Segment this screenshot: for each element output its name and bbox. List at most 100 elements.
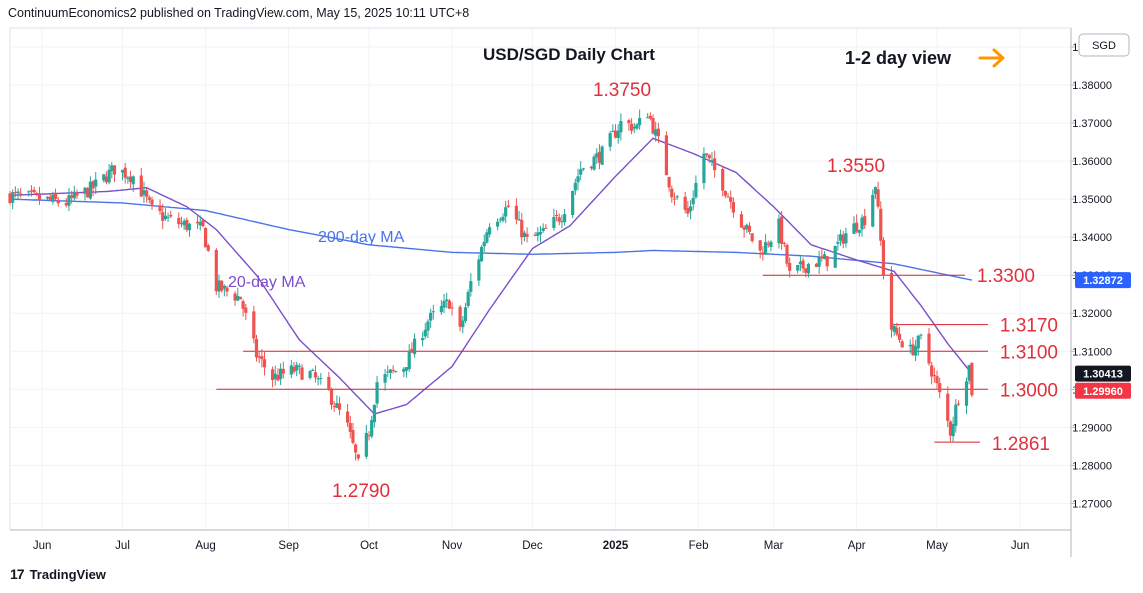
x-tick-label: May [926, 540, 948, 552]
candle-body [900, 341, 904, 348]
candle-body [367, 435, 371, 437]
candle-body [908, 344, 912, 347]
candle-body [889, 273, 894, 330]
candle-body [439, 306, 443, 313]
candle-body [461, 320, 465, 328]
candle-body [145, 190, 149, 197]
candle-body [27, 191, 31, 193]
candle-body [573, 182, 577, 191]
candle-body [372, 404, 376, 423]
price-tag-label-ma20: 1.30413 [1083, 369, 1123, 381]
x-tick-label: Apr [848, 540, 866, 552]
candle-body [710, 160, 714, 162]
ma200-label: 200-day MA [318, 229, 405, 246]
candle-body [195, 221, 200, 224]
candles [8, 109, 974, 461]
candle-body [370, 420, 374, 437]
y-tick-label: 1.34000 [1072, 232, 1112, 244]
candle-body [236, 295, 240, 301]
publish-attribution: ContinuumEconomics2 published on Trading… [8, 6, 470, 20]
candle-body [739, 214, 744, 228]
candle-body [948, 421, 953, 436]
candle-body [881, 240, 886, 276]
candle-body [801, 260, 805, 269]
candle-body [8, 193, 12, 203]
candle-body [806, 263, 811, 274]
tradingview-logo-icon: 17 [10, 566, 25, 582]
candle-body [852, 223, 856, 234]
candle-body [139, 175, 143, 197]
candle-body [646, 117, 650, 119]
candle-body [930, 365, 934, 377]
candle-body [169, 214, 173, 217]
candle-body [126, 177, 130, 180]
candle-body [431, 311, 435, 313]
x-tick-label: Aug [195, 540, 215, 552]
candle-body [844, 233, 848, 244]
tradingview-footer[interactable]: 17 TradingView [10, 566, 106, 582]
candle-body [147, 197, 151, 200]
candle-body [683, 196, 687, 210]
candle-body [694, 182, 698, 198]
candle-body [445, 299, 449, 302]
candle-body [729, 197, 733, 202]
y-tick-label: 1.37000 [1072, 118, 1112, 130]
candle-body [104, 176, 109, 183]
candle-body [876, 189, 880, 207]
candle-body [946, 393, 950, 421]
candle-body [504, 207, 508, 217]
candle-body [554, 214, 559, 217]
candle-body [391, 369, 395, 371]
candle-body [664, 135, 669, 176]
candle-body [187, 223, 192, 231]
chart-title: USD/SGD Daily Chart [483, 45, 655, 64]
candle-body [316, 378, 320, 380]
price-tag-label-ma200: 1.32872 [1083, 275, 1123, 287]
candle-body [796, 264, 800, 271]
candle-body [407, 350, 411, 370]
level-label-1.3170: 1.3170 [1000, 316, 1058, 337]
candle-body [238, 296, 243, 300]
candle-body [273, 373, 277, 379]
candle-body [123, 167, 127, 178]
candle-body [833, 245, 837, 268]
candle-body [260, 356, 264, 360]
ma20-label: 20-day MA [228, 274, 306, 291]
candle-body [536, 232, 540, 236]
candle-body [241, 301, 245, 309]
candle-body [954, 404, 958, 426]
candle-body [635, 124, 639, 129]
y-tick-label: 1.31000 [1072, 346, 1112, 358]
candle-body [319, 378, 323, 380]
candle-body [538, 231, 543, 235]
candle-body [375, 382, 379, 404]
candle-body [308, 371, 312, 378]
candle-body [37, 194, 42, 201]
candle-body [16, 191, 20, 194]
candle-body [814, 263, 819, 267]
candle-body [648, 115, 652, 119]
candle-body [214, 249, 218, 292]
candle-body [386, 371, 390, 373]
candle-body [487, 227, 492, 235]
candle-body [611, 131, 615, 133]
candle-body [675, 196, 679, 198]
candle-body [731, 202, 736, 213]
candle-body [426, 321, 430, 331]
level-label-1.2790: 1.2790 [332, 481, 390, 502]
candle-body [788, 263, 792, 271]
candle-body [597, 151, 602, 163]
x-tick-label: Sep [278, 540, 298, 552]
candle-body [19, 193, 23, 195]
candle-body [72, 191, 76, 199]
candle-body [70, 195, 74, 198]
candle-body [45, 196, 50, 199]
candle-body [86, 188, 90, 198]
candle-body [158, 205, 162, 212]
candle-body [707, 154, 711, 159]
price-tag-ma200 [1075, 272, 1131, 289]
candle-body [964, 381, 969, 406]
candle-body [300, 367, 304, 380]
candle-body [702, 153, 706, 184]
